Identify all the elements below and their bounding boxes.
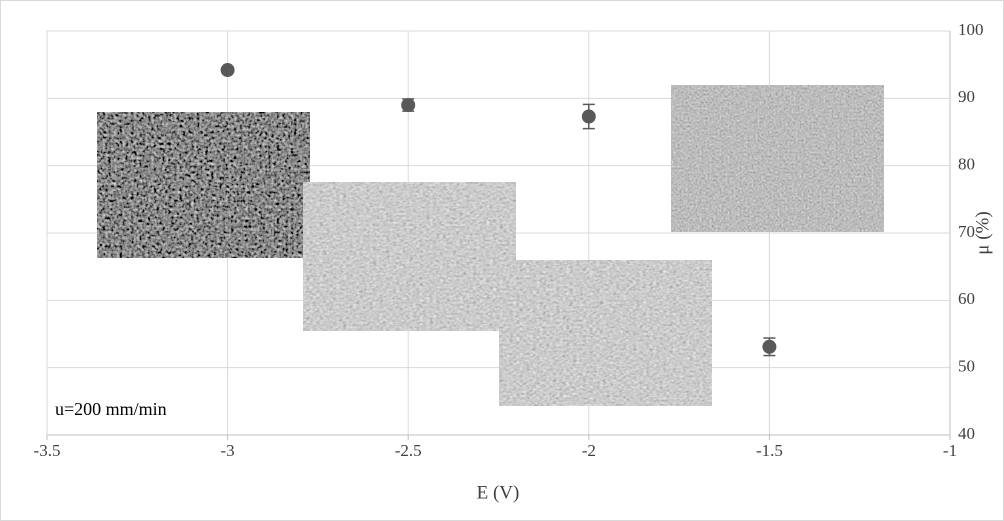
data-point <box>220 63 235 78</box>
sem-image <box>303 182 516 331</box>
annotation: u=200 mm/min <box>55 399 167 419</box>
x-axis-label: E (V) <box>477 482 520 503</box>
y-tick-label: 50 <box>958 357 975 376</box>
x-tick-label: -3 <box>221 441 235 460</box>
y-tick-label: 70 <box>958 222 975 241</box>
x-tick-label: -2.5 <box>395 441 422 460</box>
x-tick-label: -1 <box>943 441 957 460</box>
data-point <box>401 98 416 113</box>
y-axis-label: μ (%) <box>972 211 993 254</box>
y-tick-label: 100 <box>958 20 984 39</box>
data-point <box>581 109 596 124</box>
y-tick-label: 40 <box>958 424 975 443</box>
y-tick-label: 80 <box>958 155 975 174</box>
x-tick-label: -2 <box>582 441 596 460</box>
y-tick-label: 90 <box>958 87 975 106</box>
x-tick-label: -3.5 <box>34 441 61 460</box>
sem-image <box>97 112 310 258</box>
sem-image <box>499 260 712 406</box>
data-point <box>762 339 777 354</box>
y-tick-label: 60 <box>958 289 975 308</box>
x-tick-label: -1.5 <box>756 441 783 460</box>
sem-image <box>671 85 884 232</box>
